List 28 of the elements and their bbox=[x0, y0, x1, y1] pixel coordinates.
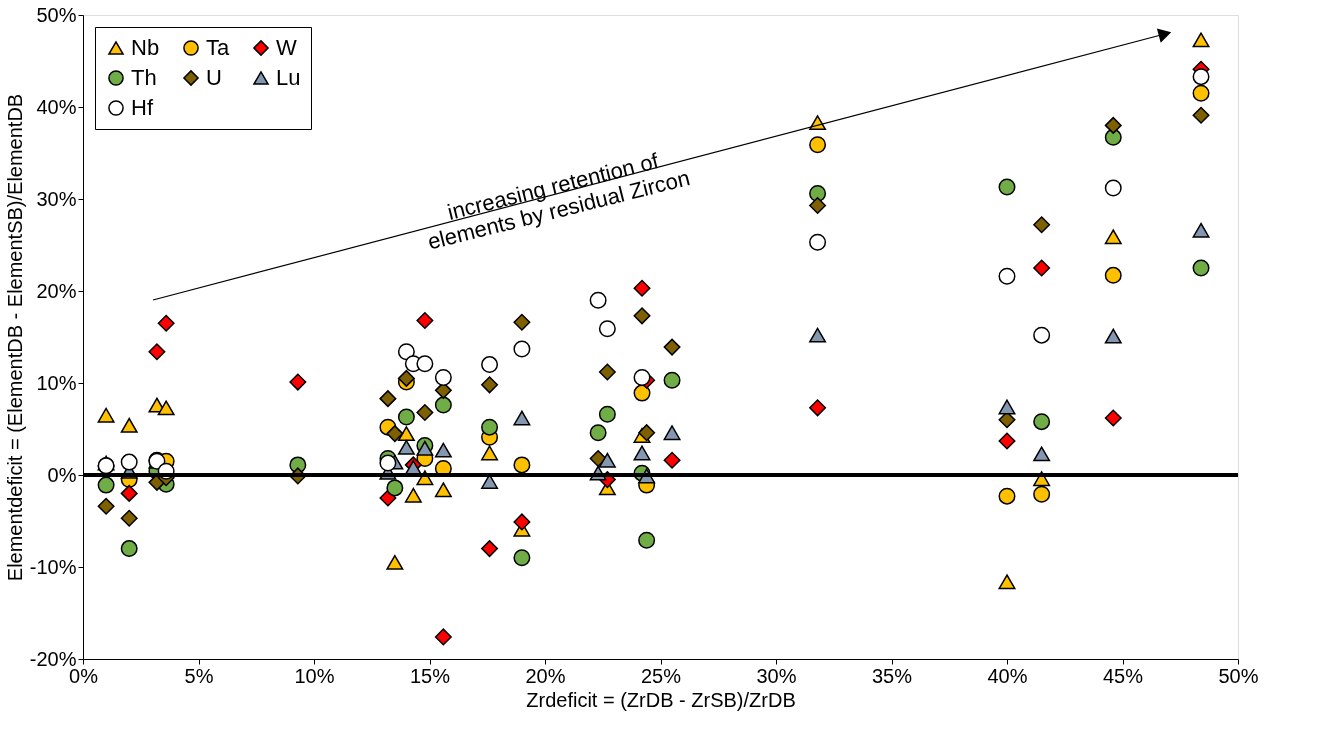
x-axis-title: Zrdeficit = (ZrDB - ZrSB)/ZrDB bbox=[526, 688, 796, 711]
y-tick-label: 10% bbox=[36, 371, 77, 394]
x-tick-label: 50% bbox=[1218, 664, 1259, 687]
y-tick-label: 20% bbox=[36, 279, 77, 302]
x-tick-label: 20% bbox=[525, 664, 566, 687]
y-tick-label: 50% bbox=[36, 3, 77, 26]
legend-label: W bbox=[276, 35, 297, 60]
annotation: increasing retention of elements by residual Zircon bbox=[425, 147, 693, 255]
y-tick-label: 0% bbox=[47, 463, 77, 486]
x-tick-label: 25% bbox=[640, 664, 682, 687]
x-tick-label: 40% bbox=[987, 664, 1028, 687]
x-tick-label: 30% bbox=[756, 664, 797, 687]
x-tick-label: 15% bbox=[409, 664, 451, 687]
y-tick-label: -10% bbox=[29, 555, 77, 578]
legend-label: Lu bbox=[276, 65, 301, 90]
legend-label: Ta bbox=[206, 35, 230, 60]
x-tick-label: 5% bbox=[184, 664, 214, 687]
y-tick-label: 30% bbox=[36, 187, 77, 210]
x-tick-label: 45% bbox=[1102, 664, 1144, 687]
legend-label: Nb bbox=[131, 35, 160, 60]
y-axis-title: Elementdeficit = (ElementDB - ElementSB)/ElementDB bbox=[3, 93, 26, 582]
legend-label: U bbox=[206, 65, 222, 90]
y-tick-label: -20% bbox=[29, 647, 77, 670]
y-tick-label: 40% bbox=[36, 95, 77, 118]
legend-label: Th bbox=[131, 65, 157, 90]
x-tick-label: 10% bbox=[294, 664, 335, 687]
legend-label: Hf bbox=[131, 95, 154, 120]
x-tick-label: 35% bbox=[871, 664, 913, 687]
